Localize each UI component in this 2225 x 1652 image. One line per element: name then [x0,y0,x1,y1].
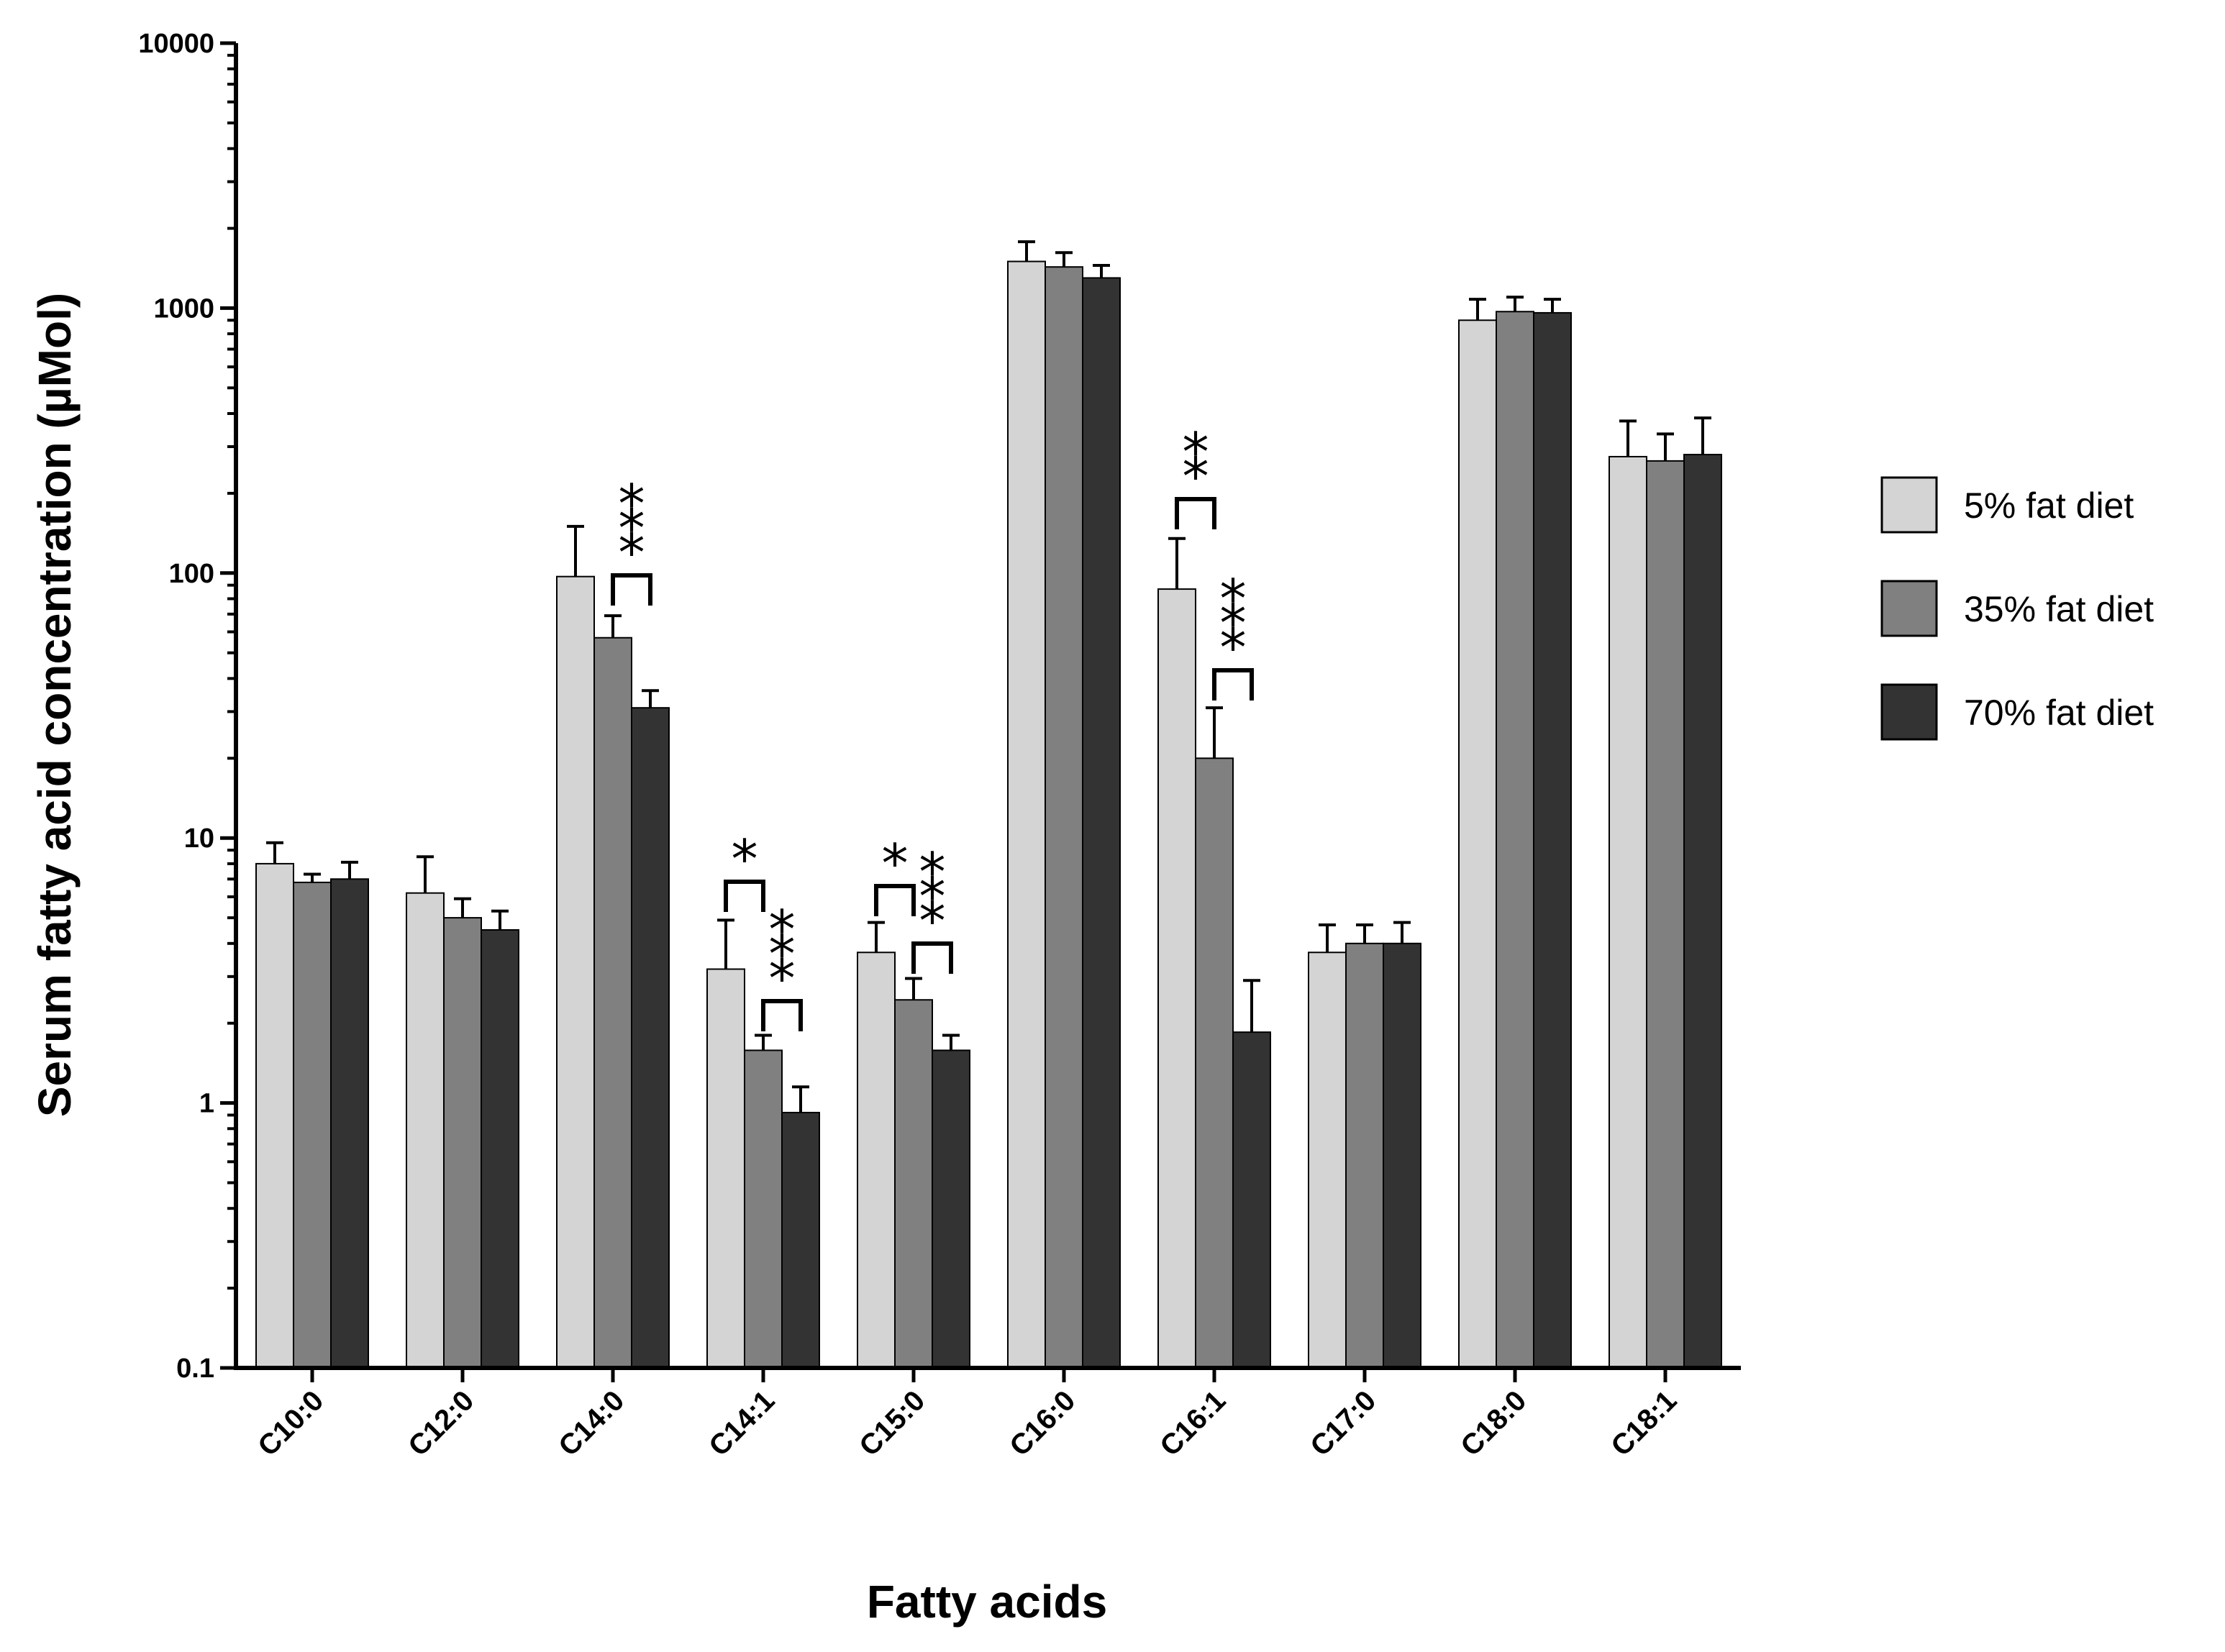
x-axis-title: Fatty acids [867,1576,1107,1628]
bar [781,1111,820,1369]
legend-swatch [1880,580,1938,637]
bar [556,575,595,1369]
significance-label: *** [769,899,796,1010]
significance-label: *** [919,841,946,952]
legend-swatch [1880,476,1938,534]
x-tick-label: C17:0 [1304,1384,1382,1462]
significance-label: * [882,833,909,895]
x-tick-label: C10:0 [252,1384,329,1462]
x-tick-label: C18:0 [1455,1384,1532,1462]
y-ticks: 0.1 1 10 100 1000 10000 [138,29,236,1384]
bar [293,881,332,1369]
significance-bracket [761,999,803,1031]
y-tick-label: 10 [184,823,214,854]
bar [1045,266,1083,1369]
bars-layer [255,260,1722,1369]
y-tick-label: 10000 [138,29,214,59]
legend: 5% fat diet 35% fat diet 70% fat diet [1880,476,2154,741]
legend-label: 70% fat diet [1964,693,2154,733]
significance-bracket [1212,668,1254,700]
axes [234,43,1741,1370]
bar [1308,952,1347,1369]
bar [631,707,670,1369]
bar [932,1049,970,1369]
x-tick-label: C15:0 [853,1384,931,1462]
legend-swatch [1880,683,1938,741]
bar [1232,1031,1271,1369]
significance-bracket [1175,497,1216,529]
x-tick-label: C12:0 [402,1384,480,1462]
bar [857,952,896,1369]
significance-label: ** [1183,421,1209,508]
legend-label: 35% fat diet [1964,589,2154,629]
bar [1458,319,1497,1369]
bar [443,917,482,1369]
bar [255,862,294,1369]
bar [593,636,632,1369]
significance-annotations: ******** ******** [611,421,1254,1031]
bar [1007,260,1046,1369]
y-tick-label: 1000 [153,293,214,324]
significance-label: *** [1220,568,1247,679]
bar [1383,942,1421,1369]
bar [1533,311,1572,1369]
significance-label: * [732,829,758,890]
bar [406,892,445,1369]
bar [1646,460,1685,1369]
x-tick-label: C16:0 [1004,1384,1081,1462]
significance-bracket [611,573,652,606]
x-tick-label: C16:1 [1154,1384,1232,1462]
bar [1082,277,1121,1369]
y-tick-label: 100 [169,559,214,589]
bar [1195,757,1234,1369]
x-tick-label: C14:0 [552,1384,630,1462]
bar [1345,942,1384,1369]
y-tick-label: 1 [199,1089,214,1119]
x-tick-label: C18:1 [1605,1384,1683,1462]
bar [1157,588,1196,1369]
significance-bracket [911,941,953,974]
y-axis-title: Serum fatty acid concentration (µMol) [29,293,81,1117]
bar [1496,311,1534,1369]
bar [1683,454,1722,1369]
significance-label: *** [619,473,645,584]
legend-label: 5% fat diet [1964,485,2134,526]
bar [330,878,369,1369]
y-tick-label: 0.1 [176,1354,214,1384]
bar [894,999,933,1369]
error-bars-layer [266,240,1711,1113]
bar [706,968,745,1369]
significance-bracket [724,880,765,912]
significance-bracket [874,884,916,916]
x-ticks: C10:0 C12:0 C14:0 C14:1 C15:0 C16:0 C16:1 C17:0… [252,1368,1683,1462]
x-tick-label: C14:1 [703,1384,781,1462]
bar [744,1049,783,1369]
bar [481,928,519,1369]
bar [1609,455,1647,1369]
